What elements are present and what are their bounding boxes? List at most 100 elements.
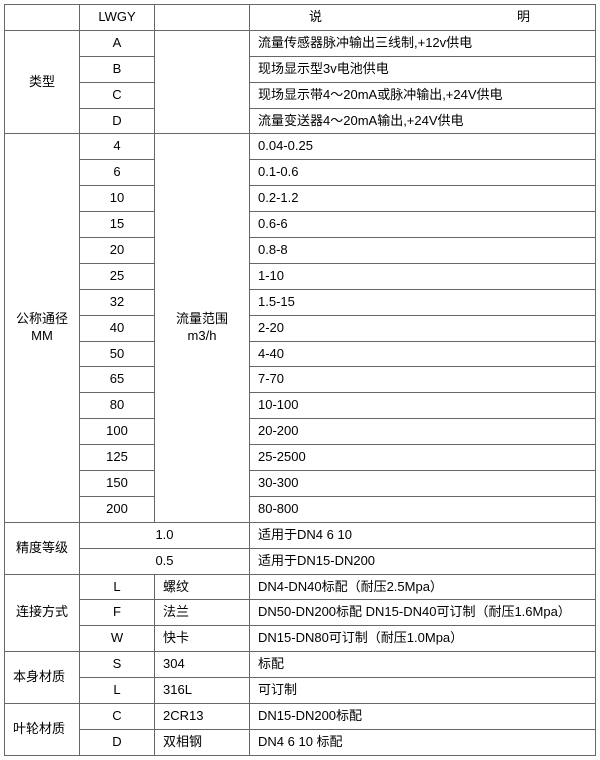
accuracy-row: 0.5 适用于DN15-DN200 [5,548,596,574]
dn-row: 公称通径 MM 4 流量范围 m3/h 0.04-0.25 [5,134,596,160]
dn-value: 40 [80,315,155,341]
header-lwgy: LWGY [80,5,155,31]
dn-row: 15 0.6-6 [5,212,596,238]
spec-table: LWGY 说 明 类型 A 流量传感器脉冲输出三线制,+12v供电 B 现场显示… [4,4,596,756]
range-value: 4-40 [250,341,596,367]
range-value: 80-800 [250,496,596,522]
connection-code: F [80,600,155,626]
dn-row: 6 0.1-0.6 [5,160,596,186]
connection-desc: DN4-DN40标配（耐压2.5Mpa） [250,574,596,600]
range-value: 1.5-15 [250,289,596,315]
connection-code: W [80,626,155,652]
dn-value: 4 [80,134,155,160]
type-desc: 现场显示带4～20mA或脉冲输出,+24V供电 [250,82,596,108]
impeller-material-desc: DN15-DN200标配 [250,704,596,730]
type-code: C [80,82,155,108]
dn-value: 50 [80,341,155,367]
dn-value: 25 [80,263,155,289]
accuracy-value: 0.5 [80,548,250,574]
impeller-material-code: D [80,729,155,755]
body-material-label: 本身材质 [5,652,80,704]
dn-row: 150 30-300 [5,471,596,497]
type-code: D [80,108,155,134]
type-label: 类型 [5,30,80,134]
dn-label: 公称通径 MM [5,134,80,522]
dn-row: 125 25-2500 [5,445,596,471]
dn-value: 15 [80,212,155,238]
dn-value: 200 [80,496,155,522]
range-value: 25-2500 [250,445,596,471]
range-value: 0.1-0.6 [250,160,596,186]
dn-value: 20 [80,238,155,264]
type-code: B [80,56,155,82]
body-material-desc: 可订制 [250,678,596,704]
body-material-type: 304 [155,652,250,678]
body-material-code: L [80,678,155,704]
dn-value: 65 [80,367,155,393]
header-desc: 说 明 [250,5,596,31]
body-material-desc: 标配 [250,652,596,678]
accuracy-label: 精度等级 [5,522,80,574]
range-value: 10-100 [250,393,596,419]
type-code: A [80,30,155,56]
dn-row: 40 2-20 [5,315,596,341]
range-value: 7-70 [250,367,596,393]
connection-type: 法兰 [155,600,250,626]
body-material-row: L 316L 可订制 [5,678,596,704]
type-row: B 现场显示型3v电池供电 [5,56,596,82]
dn-value: 32 [80,289,155,315]
impeller-material-type: 2CR13 [155,704,250,730]
dn-row: 32 1.5-15 [5,289,596,315]
dn-row: 65 7-70 [5,367,596,393]
connection-row: 连接方式 L 螺纹 DN4-DN40标配（耐压2.5Mpa） [5,574,596,600]
range-value: 0.04-0.25 [250,134,596,160]
dn-value: 100 [80,419,155,445]
dn-row: 10 0.2-1.2 [5,186,596,212]
accuracy-value: 1.0 [80,522,250,548]
accuracy-desc: 适用于DN15-DN200 [250,548,596,574]
range-value: 1-10 [250,263,596,289]
impeller-material-code: C [80,704,155,730]
connection-type: 螺纹 [155,574,250,600]
connection-row: F 法兰 DN50-DN200标配 DN15-DN40可订制（耐压1.6Mpa） [5,600,596,626]
dn-row: 25 1-10 [5,263,596,289]
impeller-material-row: D 双相钢 DN4 6 10 标配 [5,729,596,755]
dn-row: 80 10-100 [5,393,596,419]
range-value: 0.8-8 [250,238,596,264]
type-row: 类型 A 流量传感器脉冲输出三线制,+12v供电 [5,30,596,56]
impeller-material-type: 双相钢 [155,729,250,755]
range-label: 流量范围 m3/h [155,134,250,522]
type-row: D 流量变送器4～20mA输出,+24V供电 [5,108,596,134]
accuracy-desc: 适用于DN4 6 10 [250,522,596,548]
dn-value: 125 [80,445,155,471]
range-value: 30-300 [250,471,596,497]
range-value: 20-200 [250,419,596,445]
header-row: LWGY 说 明 [5,5,596,31]
dn-row: 50 4-40 [5,341,596,367]
impeller-material-desc: DN4 6 10 标配 [250,729,596,755]
body-material-code: S [80,652,155,678]
type-desc: 流量变送器4～20mA输出,+24V供电 [250,108,596,134]
connection-desc: DN15-DN80可订制（耐压1.0Mpa） [250,626,596,652]
dn-value: 6 [80,160,155,186]
connection-code: L [80,574,155,600]
dn-row: 100 20-200 [5,419,596,445]
dn-value: 150 [80,471,155,497]
accuracy-row: 精度等级 1.0 适用于DN4 6 10 [5,522,596,548]
dn-value: 10 [80,186,155,212]
body-material-row: 本身材质 S 304 标配 [5,652,596,678]
range-value: 0.6-6 [250,212,596,238]
body-material-type: 316L [155,678,250,704]
connection-label: 连接方式 [5,574,80,652]
dn-row: 200 80-800 [5,496,596,522]
dn-value: 80 [80,393,155,419]
type-row: C 现场显示带4～20mA或脉冲输出,+24V供电 [5,82,596,108]
connection-type: 快卡 [155,626,250,652]
dn-row: 20 0.8-8 [5,238,596,264]
type-desc: 现场显示型3v电池供电 [250,56,596,82]
type-desc: 流量传感器脉冲输出三线制,+12v供电 [250,30,596,56]
connection-row: W 快卡 DN15-DN80可订制（耐压1.0Mpa） [5,626,596,652]
impeller-material-label: 叶轮材质 [5,704,80,756]
range-value: 2-20 [250,315,596,341]
range-value: 0.2-1.2 [250,186,596,212]
